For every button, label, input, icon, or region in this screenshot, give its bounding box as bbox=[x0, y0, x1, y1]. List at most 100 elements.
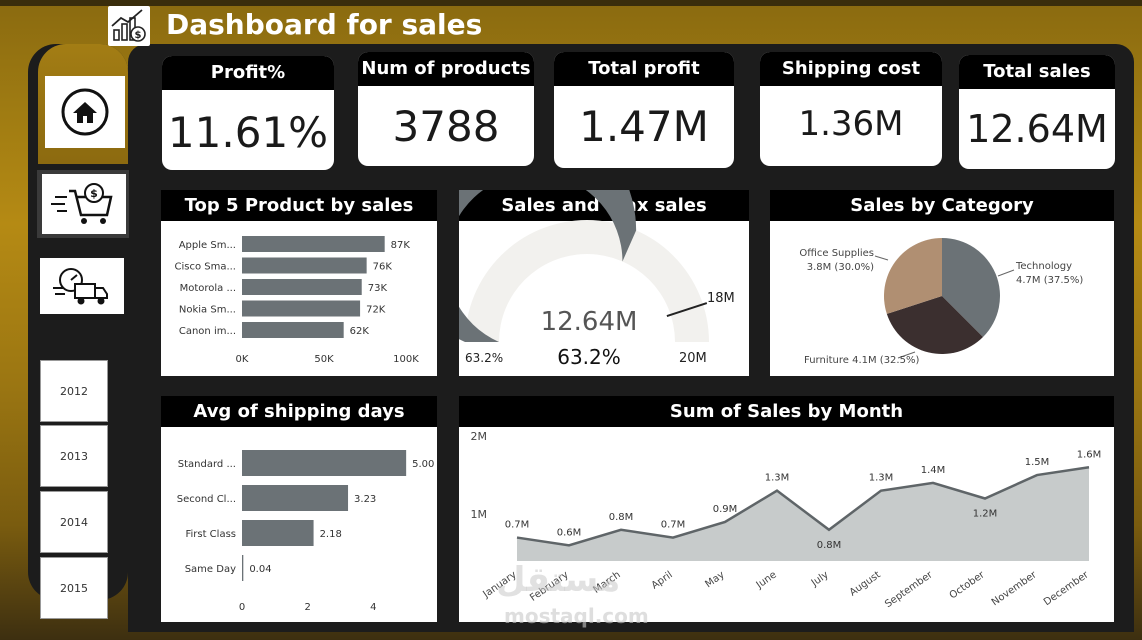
data-label: 0.04 bbox=[249, 564, 271, 575]
category-label: Same Day bbox=[185, 564, 236, 575]
data-label: 1.6M bbox=[1077, 449, 1102, 460]
top-products-chart: Apple Sm... 87K Cisco Sma... 76K Motorola ..… bbox=[174, 236, 419, 365]
area-fill bbox=[517, 467, 1089, 561]
chart-title: Sum of Sales by Month bbox=[459, 396, 1114, 427]
data-label: 76K bbox=[373, 262, 393, 273]
year-filter-2012[interactable]: 2012 bbox=[40, 360, 108, 422]
data-label: 0.8M bbox=[817, 540, 842, 551]
slice-label: Office Supplies bbox=[799, 248, 874, 259]
slice-value-label: 3.8M (30.0%) bbox=[807, 262, 874, 273]
pie-slice[interactable] bbox=[886, 296, 984, 354]
bar[interactable] bbox=[242, 257, 367, 274]
category-label: First Class bbox=[185, 529, 236, 540]
data-label: 0.7M bbox=[505, 520, 530, 531]
category-pie-chart: Technology 4.7M (37.5%) Furniture 4.1M (32… bbox=[799, 238, 1083, 366]
category-label: Motorola ... bbox=[180, 283, 236, 294]
bar[interactable] bbox=[242, 322, 344, 338]
x-tick-label: 100K bbox=[393, 354, 419, 365]
bar[interactable] bbox=[242, 555, 244, 581]
category-label: Standard ... bbox=[178, 459, 236, 470]
bar[interactable] bbox=[242, 485, 349, 511]
monthly-sales-card: Sum of Sales by Month 1M 2M 0.7M January 0.6… bbox=[459, 396, 1114, 622]
delivery-truck-icon bbox=[53, 268, 108, 305]
year-filter-2014[interactable]: 2014 bbox=[40, 491, 108, 553]
sales-gauge-chart: 18M 20M 63.2% 12.64M 63.2% bbox=[459, 190, 735, 369]
kpi-label: Shipping cost bbox=[760, 52, 942, 86]
x-tick-label: December bbox=[1042, 569, 1092, 608]
data-label: 87K bbox=[391, 240, 411, 251]
slice-value-label: 4.7M (37.5%) bbox=[1016, 275, 1083, 286]
gauge-max-label: 20M bbox=[679, 351, 707, 366]
kpi-card-num-products: Num of products 3788 bbox=[358, 52, 534, 166]
kpi-value: 12.64M bbox=[966, 107, 1108, 151]
y-tick-label: 2M bbox=[471, 430, 488, 443]
category-label: Nokia Sm... bbox=[179, 305, 236, 316]
data-label: 73K bbox=[368, 283, 388, 294]
shipping-days-card: Avg of shipping days Standard ... 5.00 Sec… bbox=[161, 396, 437, 622]
category-pie-card: Sales by Category Technology 4.7M (37.5%)… bbox=[770, 190, 1114, 376]
slice-label: Technology bbox=[1015, 261, 1072, 272]
leader-line bbox=[874, 255, 889, 261]
bar[interactable] bbox=[242, 450, 407, 476]
kpi-card-profit-percent: Profit% 11.61% bbox=[162, 56, 334, 170]
nav-sales-button[interactable]: $ bbox=[42, 174, 126, 234]
x-tick-label: October bbox=[948, 569, 988, 601]
kpi-label: Total profit bbox=[554, 52, 734, 86]
gauge-target-label: 18M bbox=[707, 291, 735, 306]
x-tick-label: September bbox=[883, 569, 935, 610]
slice-label: Furniture 4.1M (32.5%) bbox=[804, 355, 919, 366]
bar[interactable] bbox=[242, 236, 385, 252]
x-tick-label: April bbox=[650, 569, 675, 591]
year-filter-2015[interactable]: 2015 bbox=[40, 557, 108, 619]
x-tick-label: 0K bbox=[236, 354, 249, 365]
pie-slice[interactable] bbox=[884, 238, 942, 314]
shopping-cart-icon: $ bbox=[51, 183, 113, 224]
leader-line bbox=[897, 351, 916, 359]
data-label: 0.7M bbox=[661, 520, 686, 531]
data-label: 1.5M bbox=[1025, 457, 1050, 468]
bar[interactable] bbox=[242, 279, 362, 295]
x-tick-label: 50K bbox=[314, 354, 334, 365]
bar[interactable] bbox=[242, 520, 314, 546]
monthly-sales-chart: 1M2M0.7MJanuary0.6MFebruary0.8MMarch0.7M… bbox=[471, 430, 1102, 610]
top-strip bbox=[0, 0, 1142, 6]
data-label: 1.3M bbox=[869, 473, 894, 484]
kpi-label: Num of products bbox=[358, 52, 534, 86]
page-title: Dashboard for sales bbox=[166, 8, 483, 41]
nav-home-button[interactable] bbox=[45, 76, 125, 148]
gauge-value-label: 12.64M bbox=[541, 307, 638, 337]
svg-text:$: $ bbox=[135, 30, 142, 41]
kpi-label: Profit% bbox=[162, 56, 334, 90]
category-label: Apple Sm... bbox=[179, 240, 236, 251]
kpi-value: 1.36M bbox=[798, 104, 904, 144]
data-label: 0.9M bbox=[713, 504, 738, 515]
gauge-value-arc[interactable] bbox=[459, 190, 637, 342]
data-label: 3.23 bbox=[354, 494, 376, 505]
bar[interactable] bbox=[242, 300, 361, 317]
kpi-card-total-profit: Total profit 1.47M bbox=[554, 52, 734, 168]
svg-text:$: $ bbox=[90, 187, 98, 200]
data-label: 1.4M bbox=[921, 465, 946, 476]
kpi-card-shipping-cost: Shipping cost 1.36M bbox=[760, 52, 942, 166]
x-tick-label: 4 bbox=[370, 602, 376, 613]
data-label: 2.18 bbox=[320, 529, 342, 540]
chart-title: Avg of shipping days bbox=[161, 396, 437, 427]
watermark-text: مستقل bbox=[496, 560, 621, 600]
sales-line[interactable] bbox=[516, 466, 1090, 547]
category-label: Cisco Sma... bbox=[174, 262, 236, 273]
gauge-background[interactable] bbox=[465, 220, 709, 342]
top-products-card: Top 5 Product by sales Apple Sm... 87K Cis… bbox=[161, 190, 437, 376]
chart-title: Sales by Category bbox=[770, 190, 1114, 221]
gauge-target-line bbox=[666, 302, 708, 317]
nav-shipping-button[interactable] bbox=[40, 258, 124, 314]
kpi-value: 1.47M bbox=[579, 102, 709, 151]
home-icon bbox=[61, 88, 109, 136]
kpi-card-total-sales: Total sales 12.64M bbox=[959, 55, 1115, 169]
x-tick-label: May bbox=[703, 569, 726, 590]
shipping-days-chart: Standard ... 5.00 Second Cl... 3.23 First Cl… bbox=[177, 450, 434, 613]
kpi-value: 3788 bbox=[392, 102, 500, 151]
kpi-label: Total sales bbox=[959, 55, 1115, 89]
year-filter-2013[interactable]: 2013 bbox=[40, 425, 108, 487]
pie-slice[interactable] bbox=[942, 238, 1000, 338]
x-tick-label: November bbox=[990, 569, 1040, 608]
